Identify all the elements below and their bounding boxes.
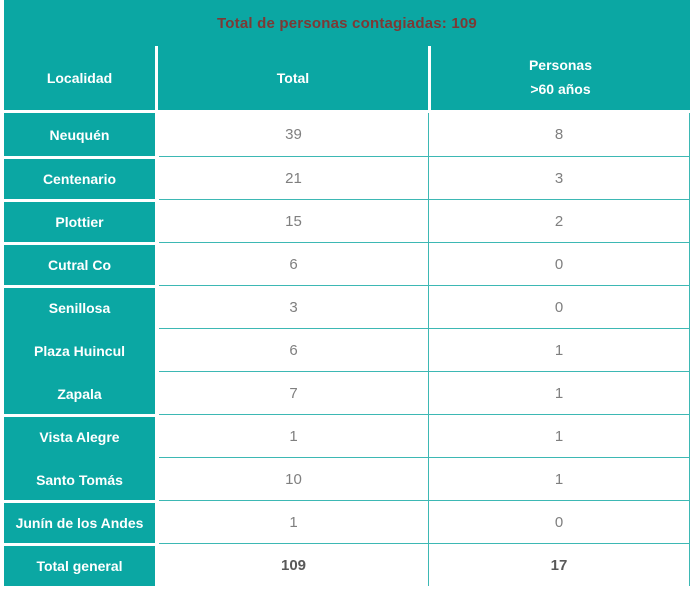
column-header-localidad: Localidad (46, 70, 113, 86)
cell-personas-60: 0 (428, 500, 690, 543)
cell-personas-60: 2 (428, 199, 690, 242)
cell-personas-60: 1 (428, 414, 690, 457)
cell-personas-60: 1 (428, 457, 690, 500)
column-gap (155, 328, 159, 371)
column-gap (155, 457, 159, 500)
column-gap (155, 371, 159, 414)
cell-total-general: 109 (159, 543, 428, 586)
cell-total: 3 (159, 285, 428, 328)
column-header-total: Total (276, 70, 310, 86)
cell-personas-60: 0 (428, 285, 690, 328)
column-gap (155, 113, 159, 156)
column-header-row: Localidad Total Personas >60 años (4, 46, 690, 110)
cell-localidad: Junín de los Andes (4, 500, 155, 543)
cell-localidad: Cutral Co (4, 242, 155, 285)
header-divider (155, 46, 158, 110)
table-row-zapala: Zapala 7 1 (4, 371, 692, 414)
cell-total: 6 (159, 328, 428, 371)
cell-personas-60: 8 (428, 113, 690, 156)
cell-localidad: Neuquén (4, 113, 155, 156)
column-header-personas-line1: Personas (528, 57, 593, 74)
cell-total: 21 (159, 156, 428, 199)
cell-localidad: Santo Tomás (4, 457, 155, 500)
table-row-total-general: Total general 109 17 (4, 543, 692, 586)
cell-total: 10 (159, 457, 428, 500)
column-gap (155, 199, 159, 242)
cell-personas-60-total-general: 17 (428, 543, 690, 586)
cell-total: 15 (159, 199, 428, 242)
table-row-senillosa: Senillosa 3 0 (4, 285, 692, 328)
table-row-santo-tomas: Santo Tomás 10 1 (4, 457, 692, 500)
cell-personas-60: 1 (428, 371, 690, 414)
column-header-personas: Personas >60 años (431, 46, 690, 110)
cell-total: 1 (159, 414, 428, 457)
header-divider (428, 46, 431, 110)
table-row-centenario: Centenario 21 3 (4, 156, 692, 199)
column-gap (155, 285, 159, 328)
cell-personas-60: 3 (428, 156, 690, 199)
column-gap (155, 156, 159, 199)
cell-total: 6 (159, 242, 428, 285)
cell-total: 1 (159, 500, 428, 543)
column-gap (155, 242, 159, 285)
cell-localidad: Senillosa (4, 285, 155, 328)
table-header: Total de personas contagiadas: 109 Local… (4, 0, 690, 110)
cell-localidad: Vista Alegre (4, 414, 155, 457)
table-row-vista-alegre: Vista Alegre 1 1 (4, 414, 692, 457)
cell-personas-60: 0 (428, 242, 690, 285)
cell-total: 7 (159, 371, 428, 414)
table-row-neuquen: Neuquén 39 8 (4, 113, 692, 156)
column-gap (155, 543, 159, 586)
table-row-plaza-huincul: Plaza Huincul 6 1 (4, 328, 692, 371)
column-header-personas-line2: >60 años (530, 81, 591, 97)
cell-localidad: Plaza Huincul (4, 328, 155, 371)
table-body: Neuquén 39 8 Centenario 21 3 Plottier 15… (4, 113, 692, 586)
column-gap (155, 500, 159, 543)
cell-localidad: Centenario (4, 156, 155, 199)
table-title: Total de personas contagiadas: 109 (217, 14, 477, 32)
table-row-junin-de-los-andes: Junín de los Andes 1 0 (4, 500, 692, 543)
cell-personas-60: 1 (428, 328, 690, 371)
table-row-plottier: Plottier 15 2 (4, 199, 692, 242)
cell-localidad-total-general: Total general (4, 543, 155, 586)
table-row-cutral-co: Cutral Co 6 0 (4, 242, 692, 285)
cell-localidad: Plottier (4, 199, 155, 242)
cell-total: 39 (159, 113, 428, 156)
column-gap (155, 414, 159, 457)
cell-localidad: Zapala (4, 371, 155, 414)
